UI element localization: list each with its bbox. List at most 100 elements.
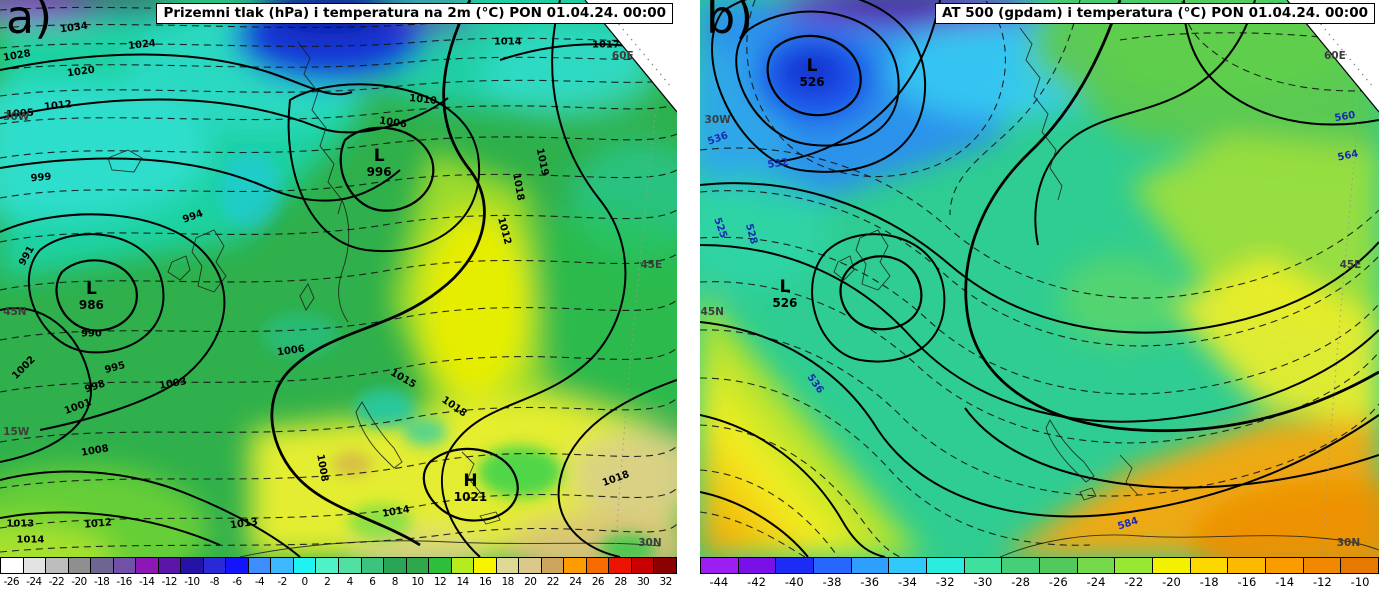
colorbar-cell: [564, 558, 587, 573]
colorbar-cell: [1190, 558, 1229, 573]
colorbar-cell: [429, 558, 452, 573]
colorbar-cell: [384, 558, 407, 573]
colorbar-tick-label: 4: [346, 576, 354, 588]
map-b-title: AT 500 (gpdam) i temperatura (°C) PON 01…: [934, 3, 1375, 24]
colorbar-cell: [361, 558, 385, 573]
colorbar-tick-label: -10: [1350, 575, 1370, 589]
colorbar-tick-label: -12: [161, 576, 178, 588]
colorbar-tick-label: 12: [433, 576, 447, 588]
colorbar-cell: [406, 558, 430, 573]
colorbar-cell: [46, 558, 69, 573]
colorbar-tick-label: -22: [1124, 575, 1144, 589]
colorbar-cell: [1002, 558, 1041, 573]
colorbar-cell: [1303, 558, 1342, 573]
colorbar-tick-label: -26: [3, 576, 20, 588]
colorbar-tick-label: -44: [709, 575, 729, 589]
colorbar-cell: [113, 558, 137, 573]
colorbar-cell: [158, 558, 182, 573]
height-solid-lines: [700, 0, 1379, 557]
colorbar-tick-label: 22: [546, 576, 560, 588]
colorbar-tick-label: 18: [501, 576, 515, 588]
colorbar-tick-label: -40: [784, 575, 804, 589]
colorbar-tick-label: -24: [1086, 575, 1106, 589]
colorbar-tick-label: -20: [71, 576, 87, 588]
colorbar-tick-label: -42: [747, 575, 766, 589]
isotherm-dashed-lines-b: [700, 0, 1379, 557]
colorbar-tick-label: 20: [524, 576, 537, 588]
map-a: 1034 1024 1028 1020 1012 1005 1014 1017 1010 1006…: [0, 0, 677, 557]
colorbar-tick-label: 30: [636, 576, 650, 588]
colorbar-tick-label: -18: [1199, 575, 1219, 589]
colorbar-cell: [203, 558, 227, 573]
colorbar-b-cells: [700, 557, 1379, 574]
colorbar-tick-label: 8: [391, 576, 399, 588]
colorbar-cell: [316, 558, 339, 573]
colorbar-tick-label: 16: [479, 576, 492, 588]
colorbar-cell: [609, 558, 632, 573]
colorbar-tick-label: 32: [659, 576, 673, 588]
coastlines-b: [833, 27, 1379, 557]
colorbar-cell: [1, 558, 24, 573]
colorbar-cell: [271, 558, 294, 573]
panel-surface-pressure: 1034 1024 1028 1020 1012 1005 1014 1017 1010 1006…: [0, 0, 677, 590]
colorbar-cell: [136, 558, 159, 573]
colorbar-tick-label: -22: [48, 576, 65, 588]
map-a-title: Prizemni tlak (hPa) i temperatura na 2m …: [156, 3, 673, 24]
map-a-canvas: [0, 0, 677, 557]
map-b-canvas: [700, 0, 1379, 557]
colorbar-cell: [586, 558, 610, 573]
colorbar-cell: [927, 558, 965, 573]
colorbar-tick-label: -12: [1312, 575, 1332, 589]
panel-a-letter: a): [6, 0, 53, 44]
colorbar-tick-label: 24: [569, 576, 582, 588]
colorbar-tick-label: 6: [369, 576, 376, 588]
colorbar-cell: [889, 558, 928, 573]
colorbar-cell: [738, 558, 777, 573]
colorbar-tick-label: -36: [860, 575, 880, 589]
colorbar-cell: [293, 558, 317, 573]
colorbar-cell: [248, 558, 272, 573]
colorbar-tick-label: -16: [1237, 575, 1257, 589]
colorbar-tick-label: -24: [26, 576, 42, 588]
panel-b-letter: b): [706, 0, 754, 44]
colorbar-b-labels: -44 -42 -40 -38 -36 -34 -32 -30 -28 -26 -24 -22 -20 -…: [700, 574, 1379, 590]
colorbar-tick-label: -8: [209, 576, 220, 588]
colorbar-cell: [631, 558, 655, 573]
colorbar-tick-label: -28: [1011, 575, 1030, 589]
isobar-solid-lines: [0, 0, 677, 557]
colorbar-tick-label: -16: [116, 576, 132, 588]
colorbar-cell: [451, 558, 475, 573]
colorbar-tick-label: 28: [614, 576, 627, 588]
colorbar-cell: [474, 558, 497, 573]
colorbar-cell: [654, 558, 676, 573]
colorbar-tick-label: 14: [456, 576, 469, 588]
colorbar-cell: [964, 558, 1003, 573]
colorbar-cell: [814, 558, 852, 573]
colorbar-tick-label: 0: [301, 576, 309, 588]
colorbar-tick-label: -26: [1048, 575, 1068, 589]
colorbar-cell: [496, 558, 520, 573]
colorbar-tick-label: -38: [822, 575, 842, 589]
colorbar-tick-label: -14: [1275, 575, 1295, 589]
colorbar-tick-label: -2: [277, 576, 287, 588]
colorbar-cell: [1077, 558, 1116, 573]
colorbar-tick-label: 2: [324, 576, 331, 588]
colorbar-cell: [1341, 558, 1379, 573]
colorbar-tick-label: -14: [138, 576, 155, 588]
colorbar-a-labels: -26 -24 -22 -20 -18 -16 -14 -12 -10 -8 -6 -4 -2 0 2 4 6 8…: [0, 574, 677, 590]
map-b: 536 532 528 525 536 560 564 584 30W 45N 60E 45E 30N…: [700, 0, 1379, 557]
colorbar-cell: [851, 558, 890, 573]
colorbar-tick-label: 10: [411, 576, 424, 588]
colorbar-cell: [226, 558, 249, 573]
panel-500hpa-height: 536 532 528 525 536 560 564 584 30W 45N 60E 45E 30N…: [700, 0, 1379, 590]
colorbar-b: -44 -42 -40 -38 -36 -34 -32 -30 -28 -26 -24 -22 -20 -…: [700, 557, 1379, 590]
colorbar-cell: [701, 558, 739, 573]
colorbar-cell: [519, 558, 542, 573]
colorbar-cell: [1153, 558, 1191, 573]
colorbar-cell: [23, 558, 47, 573]
colorbar-cell: [1040, 558, 1078, 573]
colorbar-cell: [181, 558, 204, 573]
colorbar-tick-label: -18: [93, 576, 110, 588]
colorbar-cell: [91, 558, 114, 573]
